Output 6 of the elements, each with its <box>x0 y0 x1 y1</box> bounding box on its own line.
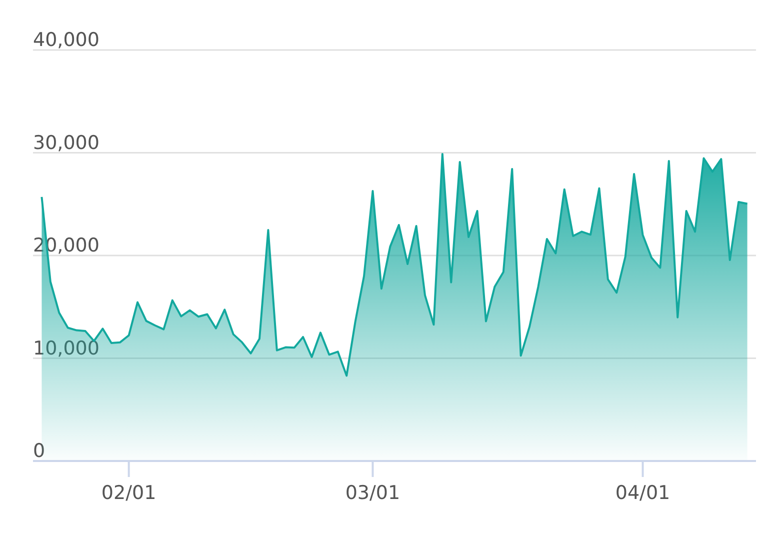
x-tick-label: 03/01 <box>345 482 400 504</box>
y-tick-label: 0 <box>33 440 46 462</box>
x-tick-label: 04/01 <box>615 482 670 504</box>
x-tick-label: 02/01 <box>101 482 156 504</box>
y-tick-label: 40,000 <box>33 29 100 51</box>
y-tick-label: 30,000 <box>33 132 100 154</box>
